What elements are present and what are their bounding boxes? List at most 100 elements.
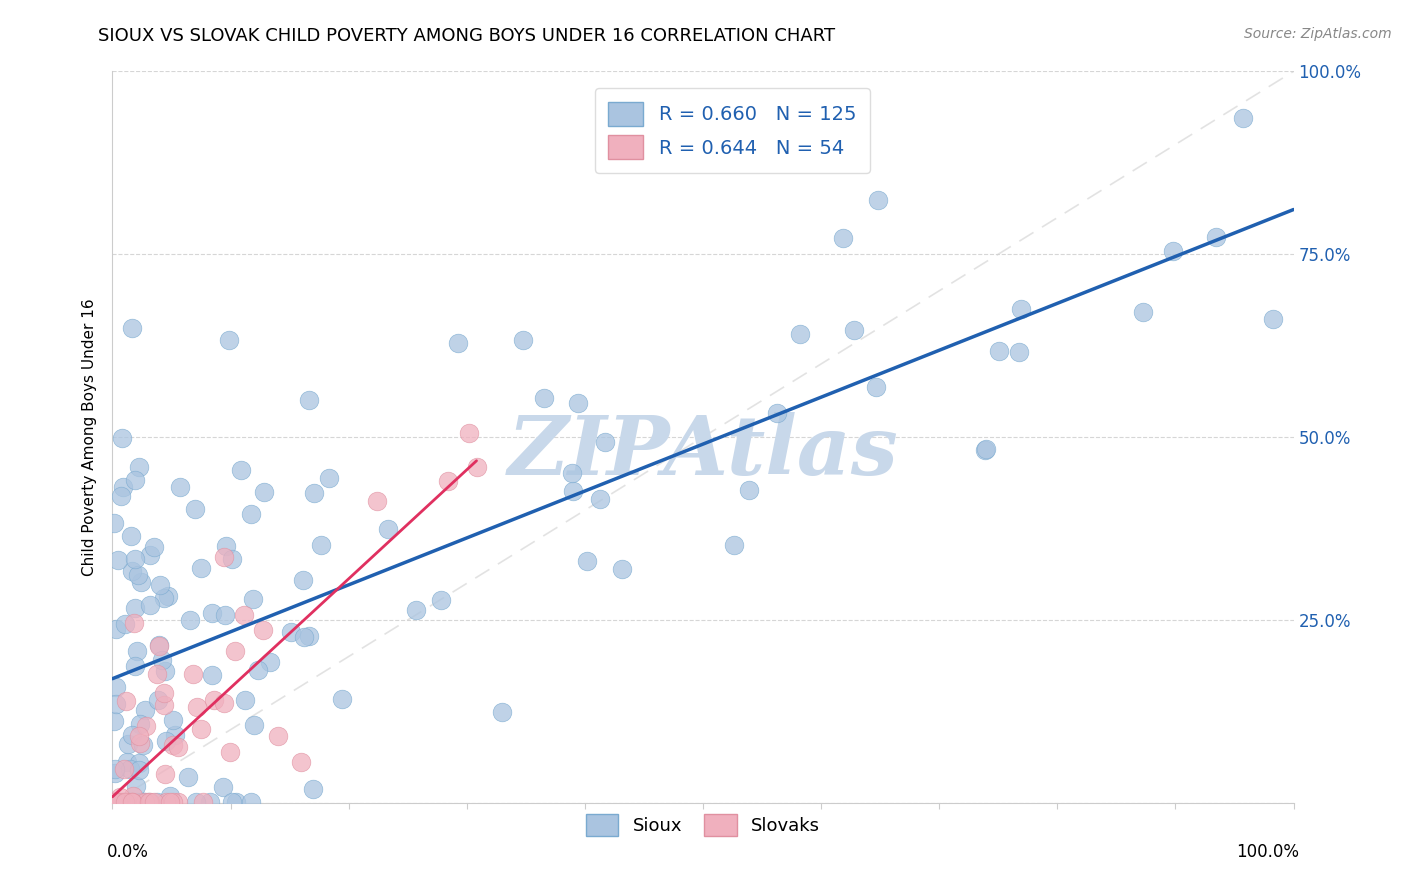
Point [1132, 305, 1154, 319]
Point [430, 592, 453, 607]
Point [212, 780, 235, 794]
Point [121, 564, 143, 578]
Point [103, 795, 125, 809]
Point [242, 718, 264, 732]
Point [190, 561, 212, 575]
Point [110, 489, 132, 503]
Point [865, 380, 887, 394]
Point [107, 553, 129, 567]
Point [224, 644, 246, 658]
Point [155, 795, 177, 809]
Point [533, 391, 555, 405]
Text: 100.0%: 100.0% [1236, 843, 1299, 861]
Point [136, 795, 159, 809]
Point [127, 567, 149, 582]
Point [155, 767, 177, 781]
Point [107, 795, 129, 809]
Point [103, 516, 125, 530]
Point [253, 485, 276, 500]
Point [159, 795, 181, 809]
Point [103, 714, 125, 728]
Point [135, 719, 157, 733]
Legend: Sioux, Slovaks: Sioux, Slovaks [576, 805, 830, 845]
Point [153, 664, 176, 678]
Point [149, 577, 172, 591]
Point [134, 795, 156, 809]
Point [108, 795, 131, 809]
Point [150, 652, 173, 666]
Text: ZIPAtlas: ZIPAtlas [508, 412, 898, 491]
Point [121, 728, 143, 742]
Point [129, 574, 152, 589]
Point [190, 722, 212, 736]
Point [132, 795, 155, 809]
Point [111, 795, 134, 809]
Point [134, 795, 156, 809]
Point [124, 615, 146, 630]
Point [225, 795, 247, 809]
Point [259, 656, 281, 670]
Point [302, 486, 325, 500]
Point [121, 795, 143, 809]
Point [1232, 112, 1254, 126]
Point [152, 591, 174, 606]
Point [229, 463, 252, 477]
Point [104, 795, 127, 809]
Point [127, 795, 149, 809]
Point [184, 502, 207, 516]
Point [290, 755, 312, 769]
Point [124, 659, 146, 673]
Point [112, 762, 135, 776]
Point [181, 667, 204, 681]
Point [111, 795, 134, 809]
Point [298, 392, 321, 407]
Point [153, 686, 176, 700]
Point [202, 692, 225, 706]
Point [132, 795, 155, 809]
Point [567, 396, 589, 410]
Point [139, 549, 162, 563]
Point [105, 697, 128, 711]
Point [561, 467, 583, 481]
Point [1161, 244, 1184, 258]
Text: Source: ZipAtlas.com: Source: ZipAtlas.com [1244, 27, 1392, 41]
Point [1010, 302, 1032, 317]
Point [148, 638, 170, 652]
Point [122, 789, 145, 804]
Point [112, 480, 135, 494]
Point [112, 795, 135, 809]
Point [117, 737, 139, 751]
Point [114, 616, 136, 631]
Point [267, 729, 290, 743]
Point [117, 795, 139, 809]
Point [128, 763, 150, 777]
Point [246, 663, 269, 677]
Point [167, 795, 190, 809]
Point [132, 738, 155, 752]
Point [831, 231, 853, 245]
Point [125, 779, 148, 793]
Point [159, 789, 181, 803]
Point [167, 739, 190, 754]
Point [280, 625, 302, 640]
Point [973, 442, 995, 457]
Point [134, 703, 156, 717]
Point [104, 622, 127, 636]
Point [104, 762, 127, 776]
Point [291, 573, 314, 587]
Point [138, 795, 160, 809]
Point [447, 336, 470, 351]
Point [988, 343, 1011, 358]
Point [212, 697, 235, 711]
Point [218, 745, 240, 759]
Point [868, 193, 890, 207]
Point [162, 738, 184, 752]
Point [121, 795, 143, 809]
Point [186, 700, 208, 714]
Point [121, 795, 143, 809]
Point [120, 529, 142, 543]
Point [436, 474, 458, 488]
Point [215, 539, 238, 553]
Point [104, 765, 127, 780]
Point [127, 644, 149, 658]
